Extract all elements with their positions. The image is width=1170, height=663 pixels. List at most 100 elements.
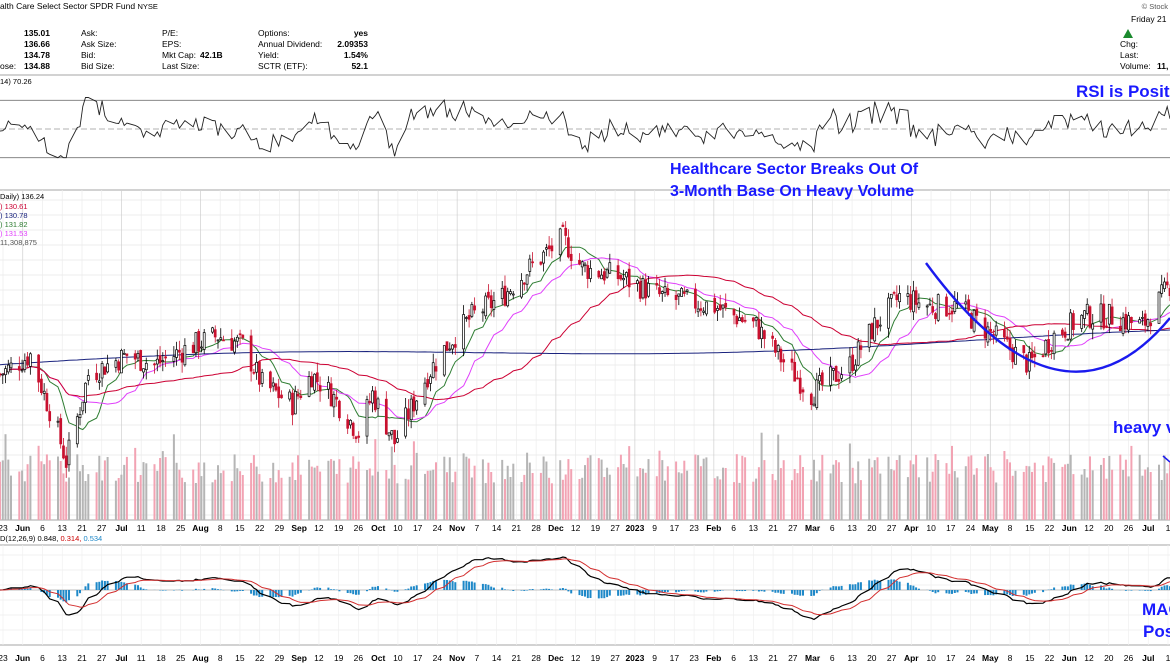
macd-histogram-bar: [848, 584, 851, 590]
candle-body: [1041, 355, 1045, 358]
candle-body: [29, 353, 32, 367]
candle-body: [718, 304, 722, 311]
candle-body: [674, 295, 678, 300]
macd-histogram-bar: [964, 590, 967, 592]
macd-annotation-line-2: Pos: [1143, 622, 1170, 641]
volume-bar: [1127, 476, 1130, 520]
macd-histogram-bar: [313, 587, 316, 590]
x-tick-label: Feb: [706, 653, 721, 663]
candle-body: [525, 274, 529, 285]
candle-body: [277, 386, 281, 399]
macd-histogram-bar: [407, 588, 410, 590]
candle-body: [602, 271, 606, 281]
volume-bar: [606, 467, 609, 520]
candle-body: [815, 379, 819, 408]
candle-body: [818, 375, 821, 382]
volume-bar: [492, 482, 495, 520]
volume-bar: [29, 455, 32, 520]
macd-histogram-bar: [1163, 585, 1166, 590]
volume-bar: [722, 467, 724, 520]
volume-bar: [859, 480, 862, 520]
candle-body: [313, 373, 316, 391]
candle-body: [812, 403, 816, 407]
macd-histogram-bar: [114, 581, 117, 590]
macd-histogram-bar: [677, 590, 680, 592]
macd-histogram-bar: [741, 590, 744, 592]
volume-bar: [520, 482, 523, 520]
candle-body: [407, 408, 410, 420]
macd-histogram-bar: [956, 590, 959, 593]
volume-bar: [76, 454, 79, 520]
macd-histogram-bar: [396, 590, 399, 592]
candle-body: [950, 310, 954, 315]
volume-bar: [426, 470, 429, 520]
macd-histogram-bar: [699, 590, 702, 593]
macd-histogram-bar: [214, 588, 217, 590]
volume-bar: [531, 473, 534, 520]
macd-histogram-bar: [625, 590, 628, 595]
macd-histogram-bar: [597, 590, 600, 599]
macd-histogram-bar: [76, 590, 79, 597]
x-tick-label: Jul: [115, 523, 127, 533]
candle-body: [870, 323, 874, 340]
volume-bar: [840, 482, 843, 520]
macd-histogram-bar: [62, 590, 65, 602]
volume-bar: [873, 460, 876, 520]
candle-body: [487, 291, 490, 298]
quote-value-open: 135.01: [24, 28, 50, 38]
candle-body: [738, 317, 741, 322]
candle-body: [100, 363, 104, 379]
macd-histogram-bar: [523, 590, 526, 591]
macd-histogram-bar: [236, 590, 239, 592]
candle-body: [56, 420, 60, 423]
volume-bar: [779, 468, 782, 520]
candle-body: [1005, 336, 1009, 340]
x-tick-label: Nov: [449, 523, 465, 533]
volume-bar: [252, 455, 255, 520]
macd-histogram-bar: [269, 590, 272, 598]
volume-bar: [1105, 478, 1108, 520]
grid-lines: [0, 74, 1170, 646]
volume-bar: [139, 475, 142, 520]
volume-bar: [269, 478, 272, 520]
macd-histogram-bar: [644, 590, 647, 595]
macd-histogram-bar: [377, 586, 379, 590]
candle-body: [197, 331, 201, 352]
x-tick-label: 10: [393, 523, 403, 533]
volume-bar: [829, 473, 832, 520]
macd-histogram-bar: [818, 590, 821, 591]
volume-bar: [272, 462, 275, 520]
macd-label: D(12,26,9) 0.848, 0.314, 0.534: [0, 534, 102, 544]
candle-body: [327, 381, 330, 390]
candle-body: [357, 435, 361, 438]
candle-body: [125, 353, 129, 356]
macd-histogram-bar: [520, 590, 523, 591]
volume-bar: [236, 468, 239, 520]
macd-histogram-bar: [802, 590, 804, 596]
volume-bar: [1006, 459, 1009, 520]
macd-histogram-bar: [647, 590, 650, 594]
dividend-value: 2.09353: [337, 39, 368, 49]
x-tick-label: 27: [788, 653, 798, 663]
volume-bar: [815, 481, 818, 520]
volume-bar: [40, 461, 43, 520]
macd-histogram-bar: [934, 590, 937, 594]
candle-body: [820, 372, 824, 385]
volume-bars: [0, 432, 1170, 520]
candle-body: [658, 287, 661, 295]
candle-body: [1044, 339, 1048, 355]
candle-body: [694, 288, 697, 309]
candle-body: [522, 282, 526, 285]
macd-histogram-bar: [45, 590, 48, 596]
x-tick-label: 17: [946, 653, 956, 663]
macd-histogram-bar: [752, 590, 755, 591]
macd-histogram-bar: [501, 587, 504, 590]
macd-histogram-bar: [404, 589, 407, 590]
macd-histogram-bar: [280, 590, 283, 597]
candle-body: [120, 350, 123, 374]
volume-bar: [857, 461, 860, 520]
volume-bar: [597, 458, 600, 520]
options-value: yes: [353, 28, 368, 38]
volume-bar: [887, 456, 890, 520]
candle-body: [335, 396, 339, 400]
